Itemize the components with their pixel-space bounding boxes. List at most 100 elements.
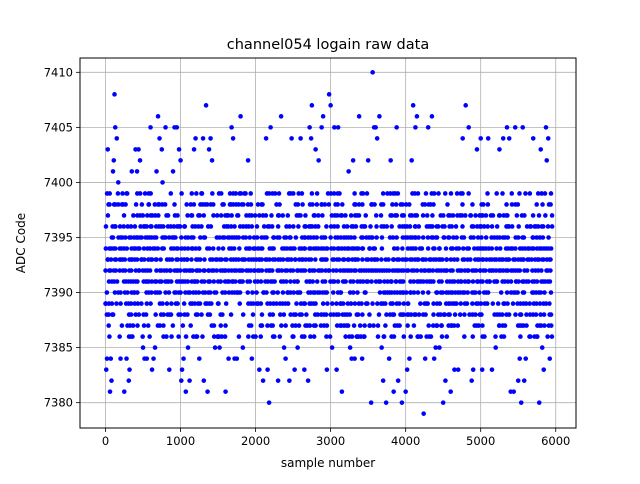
data-point [210,257,215,262]
data-point [548,257,553,262]
data-point [129,169,135,174]
data-point [300,202,305,207]
data-point [254,290,259,295]
data-point [454,301,459,306]
data-point [175,301,180,306]
data-point [391,246,397,251]
data-point [121,224,127,229]
data-point [236,334,242,339]
data-point [254,224,260,229]
data-point [547,356,553,361]
data-point [442,224,447,229]
data-point [520,125,526,130]
y-tick-label: 7405 [44,120,73,134]
data-point [238,114,243,119]
data-point [293,257,298,262]
data-point [324,323,330,328]
data-point [130,334,135,339]
data-point [466,125,472,130]
data-point [425,125,431,130]
data-point [195,312,200,317]
data-point [265,279,271,284]
data-point [374,136,380,141]
data-point [504,125,510,130]
data-point [344,224,350,229]
data-point [413,125,418,130]
data-point [345,301,351,306]
data-point [401,268,406,273]
data-point [534,301,539,306]
data-point [272,191,278,196]
data-point [130,323,136,328]
data-point [437,345,442,350]
data-point [548,246,554,251]
data-point [137,191,143,196]
data-point [401,334,407,339]
data-point [362,323,367,328]
data-point [180,323,186,328]
data-point [271,246,276,251]
data-point [437,301,443,306]
data-point [221,202,226,207]
data-point [125,224,131,229]
data-point [201,279,207,284]
data-point [351,323,357,328]
data-point [395,378,401,383]
data-point [485,224,491,229]
data-point [454,191,460,196]
data-point [513,246,518,251]
data-point [518,334,523,339]
data-point [460,246,466,251]
data-point [337,191,342,196]
x-tick-label: 4000 [391,434,420,448]
data-point [515,235,521,240]
data-point [531,246,536,251]
data-point [303,224,308,229]
data-point [195,279,200,284]
data-point [314,235,320,240]
data-point [404,290,409,295]
data-point [259,323,265,328]
data-point [449,224,455,229]
data-point [399,400,405,405]
data-point [182,246,187,251]
data-point [128,235,134,240]
data-point [135,301,141,306]
data-point [523,301,529,306]
data-point [265,367,270,372]
data-point [485,191,490,196]
data-point [302,367,307,372]
data-point [494,191,499,196]
data-point [456,246,462,251]
data-point [323,312,329,317]
data-point [278,114,284,119]
data-point [389,279,394,284]
data-point [313,323,318,328]
data-point [485,290,491,295]
data-point [134,257,140,262]
data-point [497,235,502,240]
data-point [437,246,442,251]
data-point [518,312,524,317]
data-point [290,191,296,196]
data-point [299,191,305,196]
data-point [133,202,139,207]
data-point [482,334,487,339]
data-point [210,191,215,196]
data-point [148,125,153,130]
data-point [114,279,120,284]
data-point [109,378,114,383]
data-point [515,290,520,295]
data-point [490,213,496,218]
data-point [527,301,532,306]
data-point [463,103,468,108]
data-point [230,136,236,141]
data-point [168,191,174,196]
x-axis-label: sample number [281,456,375,470]
data-point [378,279,383,284]
data-point [539,345,545,350]
data-point [121,389,127,394]
data-point [191,202,197,207]
data-point [310,279,316,284]
